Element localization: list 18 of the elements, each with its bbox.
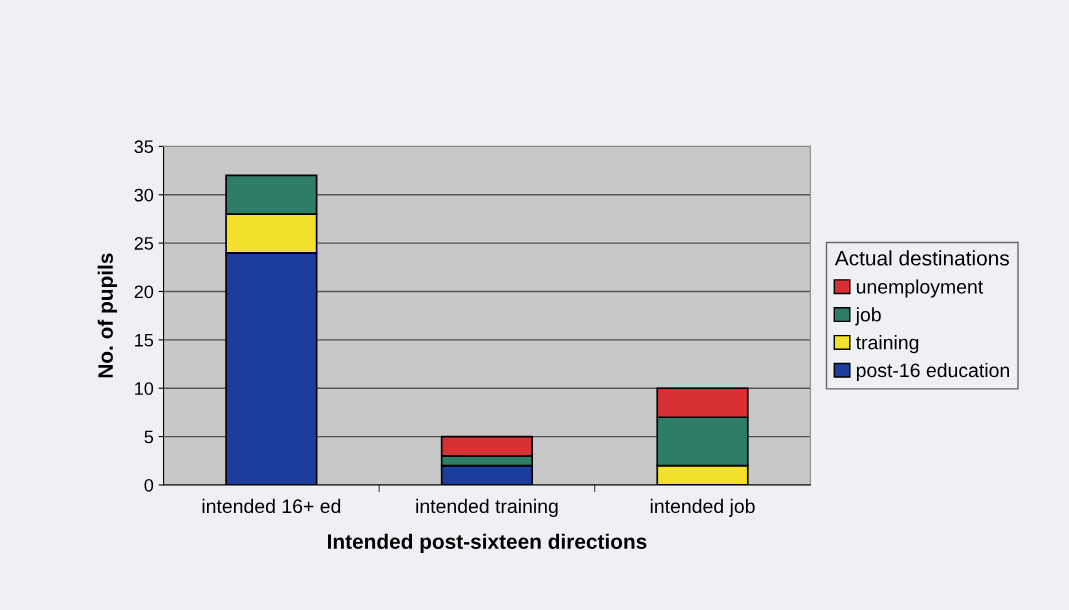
y-axis-title: No. of pupils [97,253,118,378]
y-tick-label: 0 [144,478,154,492]
legend-title: Actual destinations [834,250,1009,266]
y-tick-label: 30 [134,188,154,202]
legend-label: post-16 education [856,362,1009,382]
y-tick-label: 10 [135,382,154,395]
y-tick-label: 35 [134,140,154,154]
y-tick-label: 5 [144,430,154,444]
x-tick-label: intended job [650,498,755,517]
legend-label: training [855,335,919,354]
y-tick-label: 25 [134,237,154,250]
x-tick-label: intended training [416,498,558,517]
y-tick-label: 20 [134,285,154,299]
x-tick-label: intended 16+ ed [202,498,341,514]
x-axis-title: Intended post-sixteen directions [328,533,647,554]
legend-label: job [855,307,881,326]
y-tick-label: 15 [135,333,154,347]
legend-label: unemployment [856,279,984,298]
